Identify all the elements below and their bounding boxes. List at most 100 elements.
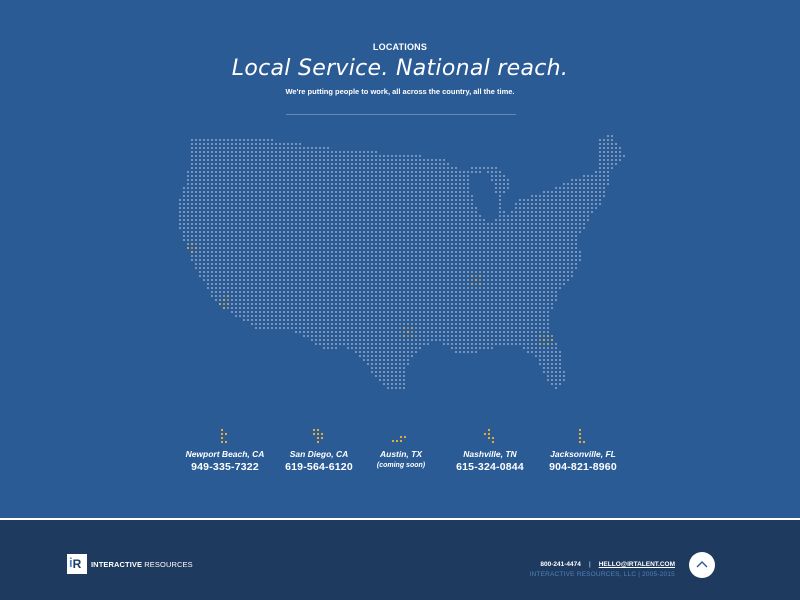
- map-dot: [330, 230, 334, 234]
- map-dot: [454, 206, 458, 210]
- map-dot: [486, 278, 490, 282]
- map-dot: [522, 214, 526, 218]
- location-phone[interactable]: 615-324-0844: [456, 461, 524, 473]
- locations-section: LOCATIONS Local Service. National reach.…: [178, 42, 626, 473]
- map-dot: [314, 338, 318, 342]
- map-dot: [514, 298, 518, 302]
- map-dot: [202, 222, 206, 226]
- map-dot: [498, 306, 502, 310]
- map-dot: [402, 310, 406, 314]
- map-dot: [358, 206, 362, 210]
- map-dot: [266, 262, 270, 266]
- map-dot: [326, 294, 330, 298]
- map-dot: [286, 282, 290, 286]
- map-dot: [526, 342, 530, 346]
- map-dot: [250, 170, 254, 174]
- map-dot: [374, 282, 378, 286]
- map-dot: [198, 182, 202, 186]
- map-dot: [182, 202, 186, 206]
- map-dot: [290, 170, 294, 174]
- map-dot: [554, 274, 558, 278]
- map-dot: [358, 290, 362, 294]
- map-dot: [274, 306, 278, 310]
- map-dot: [526, 254, 530, 258]
- map-dot: [422, 198, 426, 202]
- back-to-top-button[interactable]: [689, 552, 715, 578]
- map-dot: [582, 174, 586, 178]
- map-dot: [238, 306, 242, 310]
- map-dot: [494, 182, 498, 186]
- map-dot: [462, 238, 466, 242]
- map-dot: [202, 202, 206, 206]
- map-dot: [402, 242, 406, 246]
- map-dot: [314, 194, 318, 198]
- map-dot: [282, 230, 286, 234]
- map-dot: [242, 162, 246, 166]
- map-dot: [394, 230, 398, 234]
- map-dot: [414, 202, 418, 206]
- map-dot: [338, 310, 342, 314]
- map-dot: [458, 178, 462, 182]
- map-dot: [390, 170, 394, 174]
- map-dot: [330, 342, 334, 346]
- map-dot: [230, 226, 234, 230]
- map-dot: [274, 302, 278, 306]
- map-dot: [286, 170, 290, 174]
- map-dot: [390, 262, 394, 266]
- footer-email-link[interactable]: HELLO@IRTALENT.COM: [598, 561, 675, 568]
- map-dot: [458, 346, 462, 350]
- map-dot: [298, 274, 302, 278]
- map-dot: [242, 202, 246, 206]
- map-dot: [354, 190, 358, 194]
- map-dot: [374, 202, 378, 206]
- map-dot: [310, 178, 314, 182]
- map-dot: [254, 142, 258, 146]
- map-dot: [434, 226, 438, 230]
- map-dot: [406, 154, 410, 158]
- map-dot: [334, 278, 338, 282]
- map-dot: [242, 158, 246, 162]
- map-dot: [210, 166, 214, 170]
- map-dot: [254, 158, 258, 162]
- map-dot: [454, 326, 458, 330]
- map-dot: [350, 230, 354, 234]
- map-dot: [226, 258, 230, 262]
- map-dot: [426, 338, 430, 342]
- company-logo[interactable]: i R INTERACTIVE RESOURCES: [67, 554, 193, 574]
- map-dot: [498, 250, 502, 254]
- map-dot: [586, 190, 590, 194]
- map-dot: [254, 218, 258, 222]
- map-dot: [558, 246, 562, 250]
- map-dot: [422, 334, 426, 338]
- map-dot: [386, 198, 390, 202]
- map-dot: [230, 266, 234, 270]
- map-dot: [410, 230, 414, 234]
- map-dot: [378, 330, 382, 334]
- map-dot: [322, 202, 326, 206]
- location-phone[interactable]: 619-564-6120: [285, 461, 353, 473]
- map-dot: [246, 274, 250, 278]
- map-dot: [214, 238, 218, 242]
- map-dot: [518, 254, 522, 258]
- map-dot: [250, 202, 254, 206]
- map-dot: [606, 138, 610, 142]
- map-dot: [190, 138, 194, 142]
- map-dot: [438, 258, 442, 262]
- map-dot: [458, 342, 462, 346]
- location-phone[interactable]: 949-335-7322: [191, 461, 259, 473]
- map-dot: [302, 258, 306, 262]
- map-dot: [294, 190, 298, 194]
- map-dot: [182, 234, 186, 238]
- map-dot: [194, 194, 198, 198]
- map-dot: [494, 218, 498, 222]
- map-dot: [570, 266, 574, 270]
- map-dot: [210, 230, 214, 234]
- map-dot: [286, 174, 290, 178]
- map-dot: [274, 242, 278, 246]
- map-dot: [506, 342, 510, 346]
- map-dot: [258, 258, 262, 262]
- map-dot: [458, 210, 462, 214]
- map-dot: [498, 322, 502, 326]
- footer-phone[interactable]: 800-241-4474: [540, 561, 581, 568]
- location-phone[interactable]: 904-821-8960: [549, 461, 617, 473]
